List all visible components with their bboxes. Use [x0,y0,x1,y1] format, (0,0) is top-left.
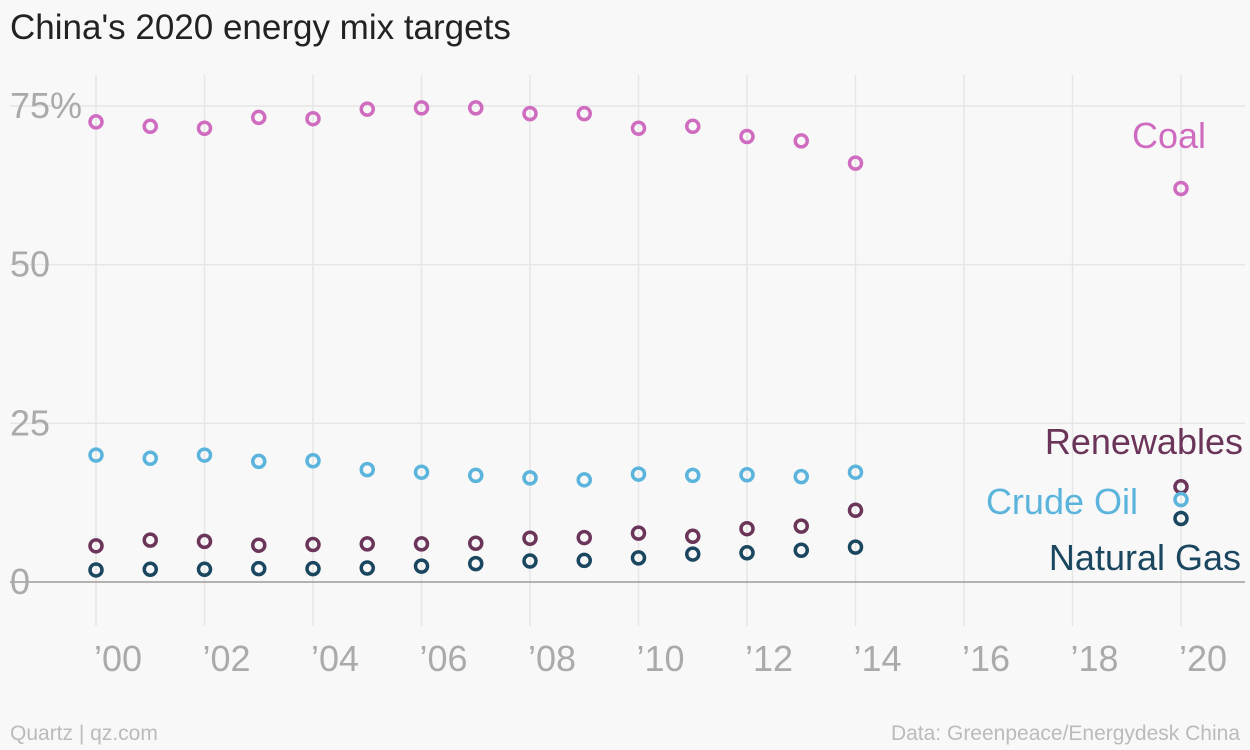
natural-gas-point [196,561,213,578]
crude-oil-point [630,466,647,482]
x-tick-label: ’18 [1070,638,1118,679]
natural-gas-point [739,545,755,561]
coal-point [793,133,809,149]
coal-point [739,128,755,145]
renewables-point [88,538,104,554]
coal-point [576,105,592,122]
series-label-crude-oil: Crude Oil [986,481,1138,522]
series-labels: Coal Renewables Crude Oil Natural Gas [986,115,1243,578]
coal-point [305,110,321,127]
renewables-point [739,520,755,537]
natural-gas-point [413,558,430,574]
crude-oil-point [576,472,592,488]
natural-gas-point [88,562,104,578]
crude-oil-point [305,453,321,469]
renewables-point [305,536,321,553]
crude-oil-point [251,453,267,470]
series-label-natural-gas: Natural Gas [1049,537,1241,578]
coal-point [630,120,647,136]
natural-gas-point [847,539,864,555]
y-tick-label: 75% [10,85,82,126]
y-tick-label: 0 [10,561,30,602]
renewables-point [576,529,592,546]
renewables-point [522,530,538,546]
x-tick-label: ’06 [419,638,467,679]
crude-oil-point [685,467,701,484]
coal-point [251,109,267,126]
renewables-point [685,528,701,545]
natural-gas-point [685,546,701,562]
coal-point [522,105,538,122]
x-tick-label: ’14 [853,638,901,679]
grid-layer [10,75,1245,626]
coal-point [88,114,104,130]
chart-title: China's 2020 energy mix targets [10,8,511,47]
natural-gas-point [576,552,592,569]
natural-gas-point [522,553,538,569]
renewables-point [847,502,864,519]
coal-point [359,101,375,117]
crude-oil-point [847,464,864,480]
coal-point [685,118,701,135]
renewables-point [196,533,213,550]
crude-oil-point [88,447,104,463]
coal-point [847,155,864,171]
renewables-point [251,537,267,553]
renewables-point [630,525,647,541]
crude-oil-point [142,450,158,466]
footer-source: Quartz | qz.com [10,722,158,745]
natural-gas-point [142,561,158,578]
series-label-coal: Coal [1132,115,1206,156]
y-tick-label: 25 [10,402,50,443]
natural-gas-point [359,560,375,576]
natural-gas-point [305,560,321,577]
coal-point [196,120,213,136]
renewables-point [793,518,809,534]
coal-point [1173,180,1189,197]
renewables-point [359,536,375,552]
x-tick-label: ’02 [202,638,250,679]
crude-oil-point [468,467,484,484]
crude-oil-point [196,447,213,463]
crude-oil-point [739,466,755,483]
natural-gas-point [630,550,647,566]
y-tick-label: 50 [10,244,50,285]
natural-gas-point [468,555,484,572]
crude-oil-point [522,470,538,486]
x-tick-label: ’16 [962,638,1010,679]
x-tick-label: ’04 [311,638,359,679]
x-tick-label: ’12 [745,638,793,679]
renewables-point [468,535,484,552]
natural-gas-point [1173,510,1189,527]
x-tick-label: ’10 [636,638,684,679]
crude-oil-point [793,468,809,485]
x-tick-label: ’08 [528,638,576,679]
natural-gas-point [251,560,267,577]
crude-oil-point [359,461,375,478]
coal-point [468,100,484,116]
crude-oil-point [413,464,430,480]
crude-oil-point [1173,491,1189,508]
footer-data-credit: Data: Greenpeace/Energydesk China [890,722,1240,745]
x-tick-label: ’00 [94,638,142,679]
coal-point [413,100,430,116]
natural-gas-point [793,542,809,559]
axis-layer: ’00 ’02 ’04 ’06 ’08 ’10 ’12 ’14 ’16 ’18 ’20 75% 50 25… [10,85,1227,679]
x-tick-label: ’20 [1179,638,1227,679]
renewables-point [413,536,430,552]
series-label-renewables: Renewables [1045,421,1243,462]
renewables-point [142,532,158,548]
coal-point [142,118,158,135]
points-layer [88,100,1189,578]
